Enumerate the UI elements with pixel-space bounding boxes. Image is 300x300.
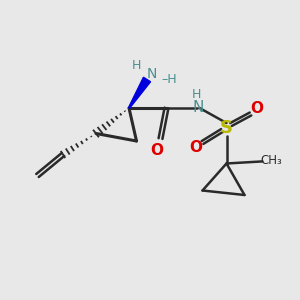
Text: H: H: [132, 59, 141, 72]
Text: –H: –H: [162, 73, 177, 86]
Text: H: H: [192, 88, 201, 101]
Text: O: O: [150, 143, 163, 158]
Text: N: N: [146, 68, 157, 81]
Text: N: N: [192, 100, 204, 116]
Text: O: O: [189, 140, 202, 155]
Text: S: S: [220, 119, 233, 137]
Polygon shape: [128, 77, 151, 108]
Text: O: O: [250, 101, 263, 116]
Text: CH₃: CH₃: [260, 154, 282, 167]
